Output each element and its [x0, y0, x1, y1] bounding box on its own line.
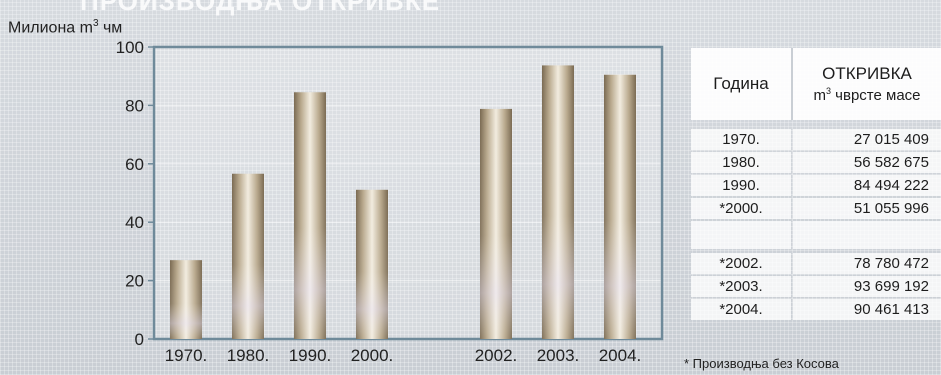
table-cell-year: *2000. [691, 198, 791, 219]
unit-label-sup: 3 [92, 18, 99, 29]
table-cell-year: *2003. [691, 276, 791, 297]
table-header: Година ОТКРИВКА m3 чврсте масе [691, 48, 941, 120]
table-header-value-title: ОТКРИВКА [822, 64, 912, 83]
y-tick-label: 40 [125, 213, 144, 232]
table-cell-year: 1990. [691, 175, 791, 196]
table-cell-year: *2004. [691, 299, 791, 320]
table-header-value: ОТКРИВКА m3 чврсте масе [793, 48, 941, 120]
table-row: 1990. 84 494 222 [691, 175, 941, 196]
bar-sheen [356, 189, 388, 339]
unit-sup: 3 [825, 86, 831, 96]
chart-top-title: ПРОИЗВОДЊА ОТКРИВКЕ [80, 0, 441, 16]
table-row: 1970. 27 015 409 [691, 129, 941, 150]
table-header-year: Година [713, 74, 769, 93]
table-cell-value: 56 582 675 [793, 152, 941, 173]
table-cell-year: *2002. [691, 253, 791, 274]
table-cell-value: 93 699 192 [793, 276, 941, 297]
y-tick-label: 60 [125, 155, 144, 174]
plot-frame [152, 45, 664, 341]
table-header-value-unit: m3 чврсте масе [813, 86, 920, 104]
table-cell-value: 84 494 222 [793, 175, 941, 196]
bar-sheen [232, 173, 264, 339]
bar-sheen [542, 65, 574, 339]
bar-sheen [170, 260, 202, 339]
unit-prefix: m [813, 87, 826, 104]
bar-sheen [604, 74, 636, 340]
table-header-separator [791, 48, 793, 120]
bar-chart: 0 20 40 60 80 100 1970. 1980. 1990. 2000. 2002. 200… [116, 38, 664, 365]
table-row: *2003. 93 699 192 [691, 276, 941, 297]
y-tick-label: 0 [135, 330, 144, 349]
unit-label-prefix: Милиона m [8, 19, 93, 37]
table-row-empty [691, 221, 941, 249]
bar-sheen [294, 92, 326, 339]
table-cell-value: 51 055 996 [793, 198, 941, 219]
table-cell-value-empty [793, 221, 941, 249]
table-cell-year-empty [691, 221, 791, 249]
data-table: Година ОТКРИВКА m3 чврсте масе 1970. 27 0… [691, 48, 941, 322]
unit-label-suffix: чм [98, 19, 123, 37]
y-tick-label: 80 [125, 96, 144, 115]
x-tick-label: 1990. [289, 346, 332, 365]
x-tick-label: 2002. [475, 346, 518, 365]
plot-area [154, 47, 662, 339]
table-cell-value: 27 015 409 [793, 129, 941, 150]
x-tick-label: 1980. [227, 346, 270, 365]
table-row: *2000. 51 055 996 [691, 198, 941, 219]
table-row: *2002. 78 780 472 [691, 253, 941, 274]
table-row: *2004. 90 461 413 [691, 299, 941, 320]
x-tick-label: 2000. [351, 346, 394, 365]
table-cell-year: 1970. [691, 129, 791, 150]
footnote: * Производња без Косова [684, 356, 839, 371]
table-cell-value: 90 461 413 [793, 299, 941, 320]
table-cell-value: 78 780 472 [793, 253, 941, 274]
table-cell-year: 1980. [691, 152, 791, 173]
x-tick-label: 2004. [599, 346, 642, 365]
y-tick-label: 20 [125, 272, 144, 291]
x-tick-label: 1970. [165, 346, 208, 365]
x-tick-label: 2003. [537, 346, 580, 365]
y-axis-unit-label: Милиона m3 чм [8, 18, 122, 37]
bar-sheen [480, 108, 512, 340]
y-tick-label: 100 [116, 38, 144, 57]
unit-suffix: чврсте масе [831, 87, 921, 104]
table-row: 1980. 56 582 675 [691, 152, 941, 173]
